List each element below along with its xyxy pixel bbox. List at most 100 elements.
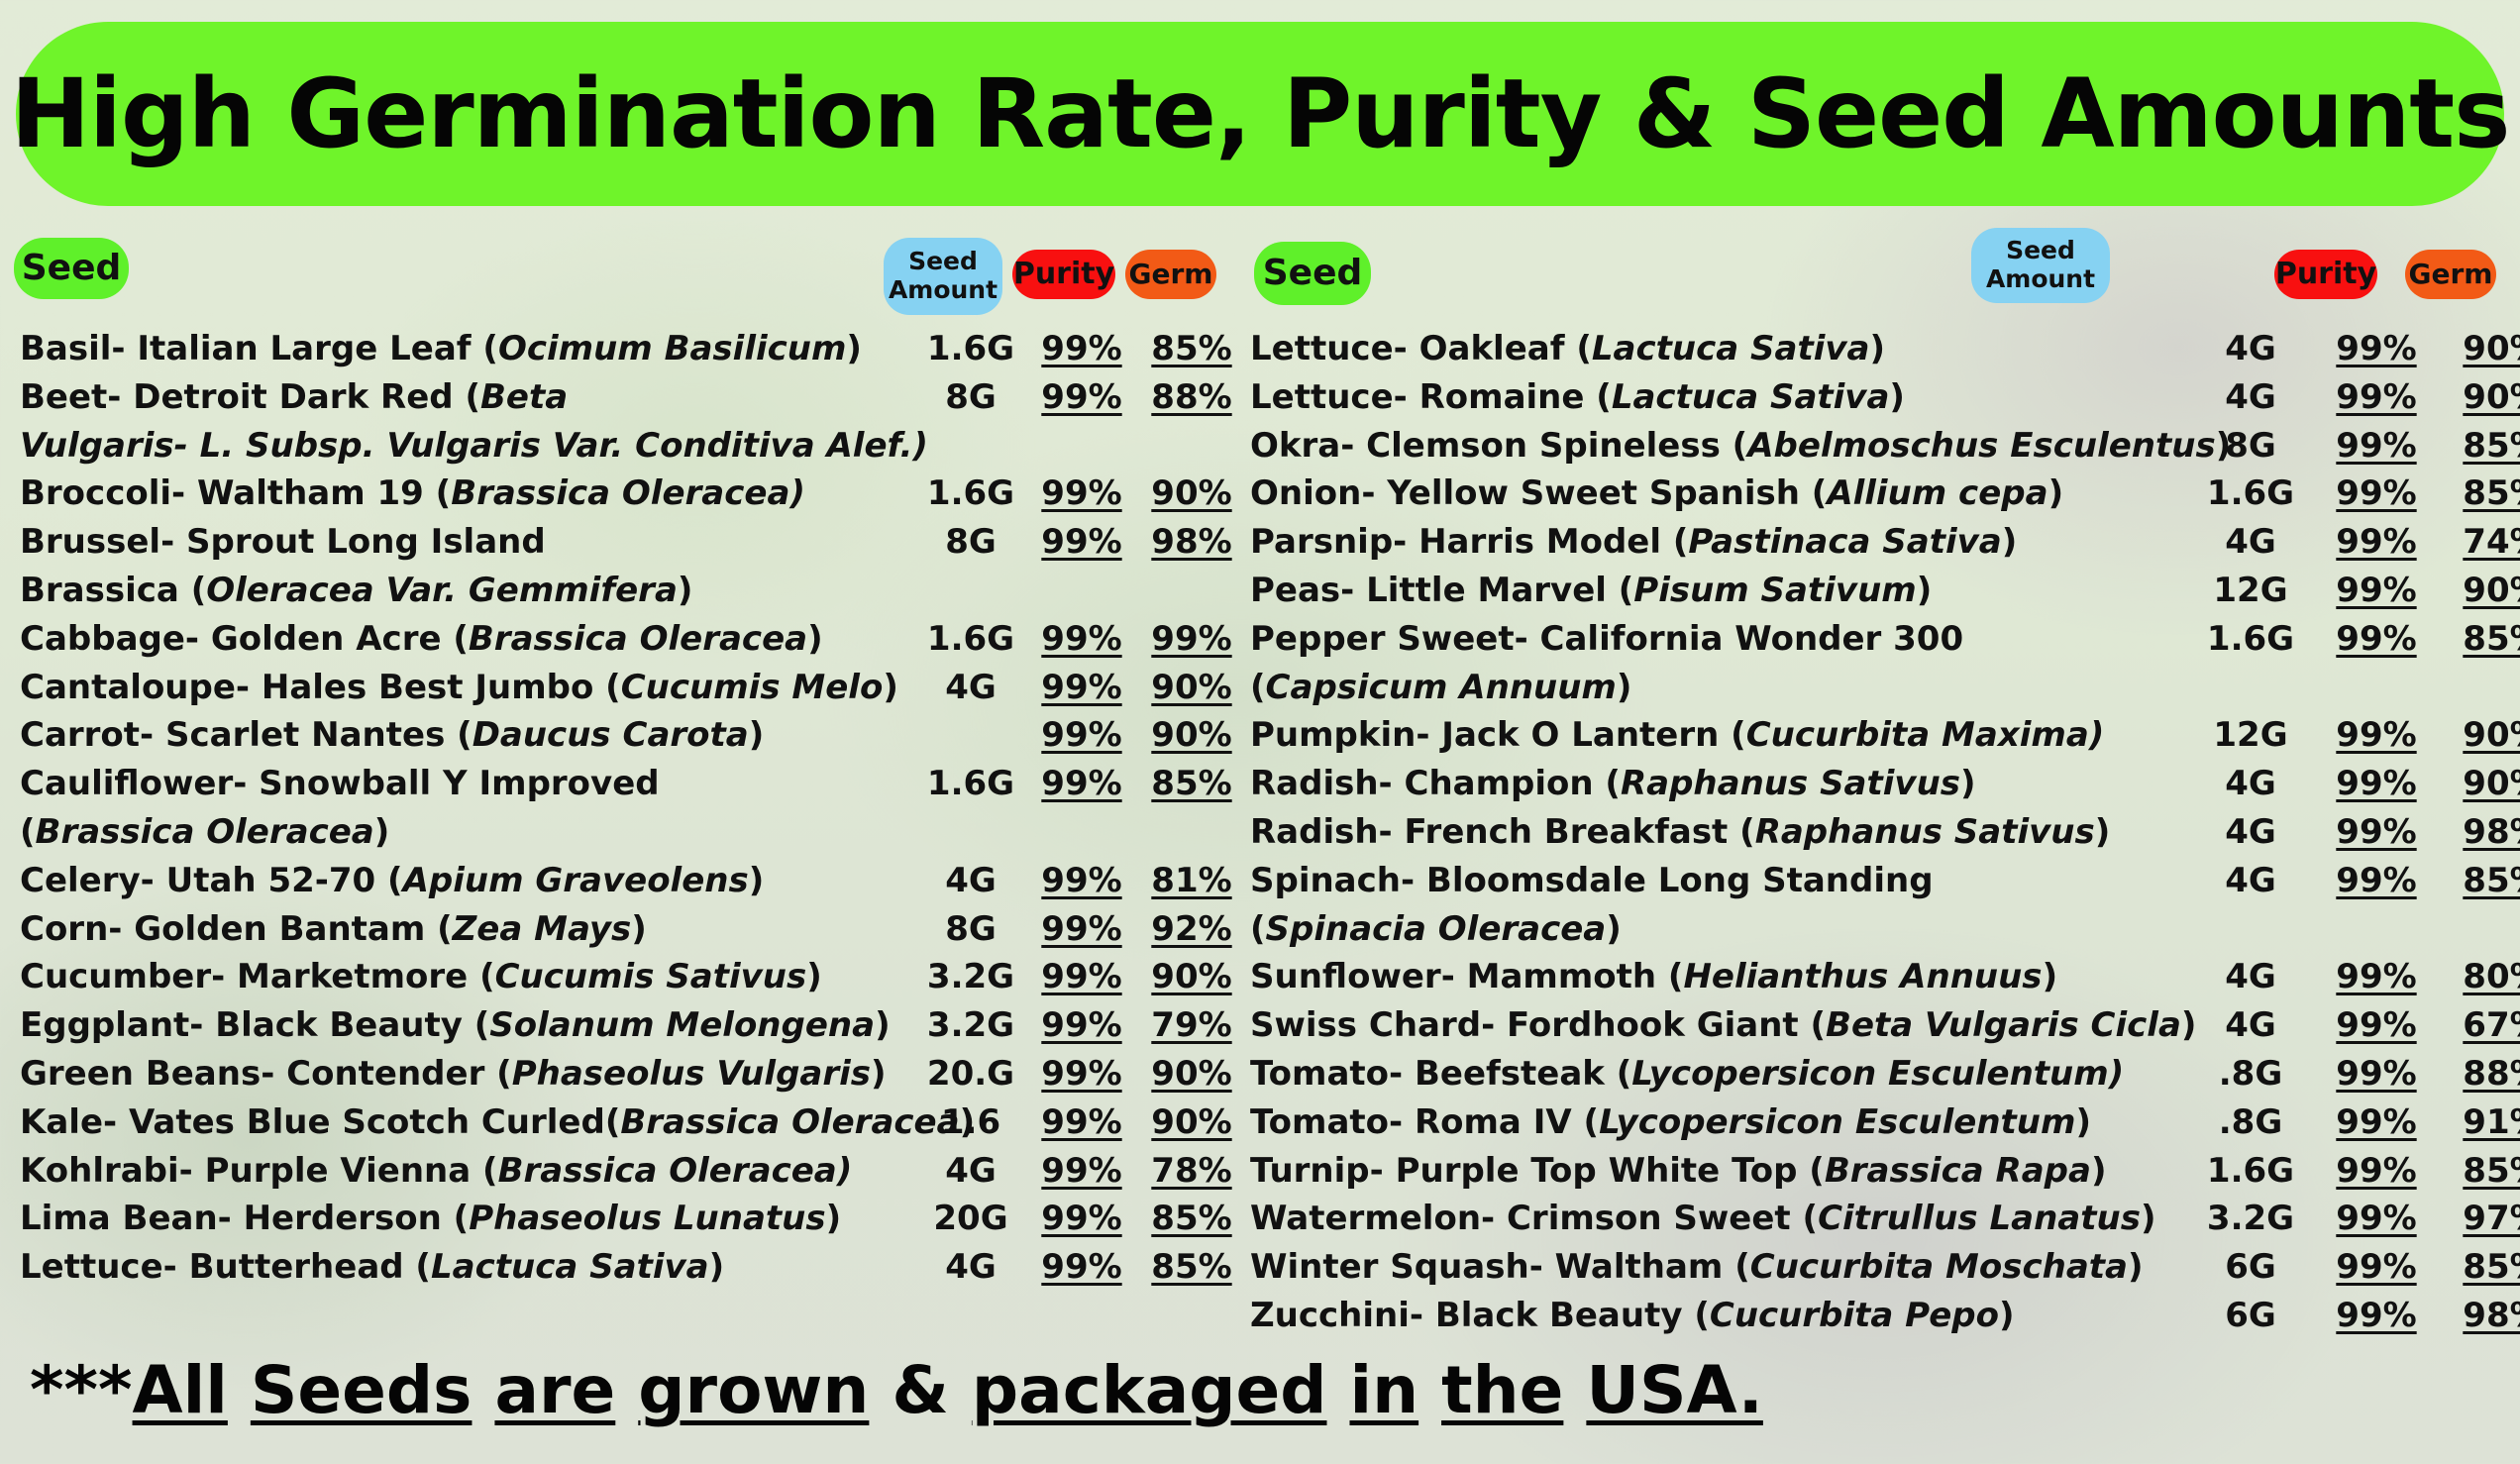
common-name: ): [1616, 667, 1632, 707]
common-name: ): [846, 329, 862, 368]
purity-value: 99%: [1041, 1247, 1122, 1288]
purity-value: 99%: [1041, 1005, 1122, 1046]
seed-amount: 3.2G: [926, 1005, 1015, 1046]
germ-value: 90%: [1151, 957, 1232, 997]
common-name: (: [1250, 908, 1266, 949]
common-name: Radish- French Breakfast (: [1250, 812, 1755, 852]
footer-word: [228, 1352, 251, 1428]
footer-word: packaged: [971, 1352, 1327, 1428]
purity-value: 99%: [2336, 571, 2417, 610]
seed-amount: .8G: [2218, 1101, 2283, 1142]
common-name: ): [748, 860, 765, 900]
footer-word: [1418, 1352, 1441, 1428]
seed-name: Broccoli- Waltham 19 (Brassica Oleracea): [20, 470, 805, 517]
seed-amount: 1.6: [940, 1101, 1001, 1142]
seed-amount: 4G: [2225, 1005, 2276, 1046]
seed-name: Pepper Sweet- California Wonder 300: [1250, 615, 1963, 663]
left-seed-table: Basil- Italian Large Leaf (Ocimum Basili…: [20, 325, 1232, 1287]
germ-value: 90%: [2463, 376, 2520, 417]
seed-name: Tomato- Beefsteak (Lycopersicon Esculent…: [1250, 1050, 2124, 1098]
common-name: ): [959, 1101, 976, 1142]
germ-value: 67%: [2463, 1005, 2520, 1046]
scientific-name: Beta Vulgaris Cicla: [1826, 1005, 2181, 1046]
scientific-name: Lactuca Sativa: [1611, 376, 1890, 417]
purity-value: 99%: [1041, 522, 1122, 563]
purity-value: 99%: [1041, 1054, 1122, 1094]
right-seed-table: Lettuce- Oakleaf (Lactuca Sativa) 4G 99% 90…: [1250, 325, 2520, 1335]
germ-value: 99%: [1151, 618, 1232, 659]
common-name: Peas- Little Marvel (: [1250, 571, 1634, 610]
seed-name: Pumpkin- Jack O Lantern (Cucurbita Maxim…: [1250, 711, 2104, 759]
seed-name: Cucumber- Marketmore (Cucumis Sativus): [20, 953, 822, 1000]
common-name: ): [2094, 812, 2111, 852]
germ-value: 90%: [2463, 329, 2520, 368]
seed-name: Winter Squash- Waltham (Cucurbita Moscha…: [1250, 1243, 2144, 1291]
scientific-name: Brassica Oleracea: [468, 618, 808, 659]
seed-amount: 4G: [2225, 522, 2276, 563]
common-name: Turnip- Purple Top White Top (: [1250, 1150, 1825, 1191]
common-name: Kohlrabi- Purple Vienna (: [20, 1150, 498, 1191]
seed-amount: 8G: [2225, 425, 2276, 466]
scientific-name: Lycopersicon Esculentum: [1599, 1101, 2076, 1142]
germ-value: 91%: [2463, 1101, 2520, 1142]
purity-value: 99%: [2336, 812, 2417, 852]
common-name: Beet- Detroit Dark Red (: [20, 376, 480, 417]
purity-value: 99%: [1041, 715, 1122, 756]
common-name: Spinach- Bloomsdale Long Standing: [1250, 860, 1934, 900]
purity-value: 99%: [1041, 1101, 1122, 1142]
scientific-name: Brassica Oleracea: [620, 1101, 960, 1142]
common-name: ): [1960, 764, 1976, 804]
seed-name: Basil- Italian Large Leaf (Ocimum Basili…: [20, 325, 862, 372]
common-name: ): [1606, 908, 1622, 949]
seed-amount: 20.G: [926, 1054, 1015, 1094]
common-name: ): [631, 908, 647, 949]
footer-word: Seeds: [250, 1352, 472, 1428]
seed-amount: 12G: [2213, 715, 2288, 756]
common-name: Parsnip- Harris Model (: [1250, 522, 1689, 563]
germ-value: 90%: [2463, 715, 2520, 756]
purity-value: 99%: [2336, 1150, 2417, 1191]
purity-value: 99%: [1041, 1150, 1122, 1191]
purity-value: 99%: [1041, 957, 1122, 997]
scientific-name: Citrullus Lanatus: [1818, 1199, 2141, 1239]
germ-value: 98%: [2463, 1296, 2520, 1335]
common-name: Basil- Italian Large Leaf (: [20, 329, 498, 368]
scientific-name: Brassica Oleracea): [497, 1150, 853, 1191]
seed-name: Celery- Utah 52-70 (Apium Graveolens): [20, 857, 764, 904]
seed-amount: 8G: [945, 908, 997, 949]
purity-value: 99%: [2336, 425, 2417, 466]
seed-amount: 4G: [2225, 860, 2276, 900]
germ-value: 85%: [2463, 1150, 2520, 1191]
germ-value: 79%: [1151, 1005, 1232, 1046]
purity-value: 99%: [1041, 764, 1122, 804]
purity-header-right: Purity: [2274, 250, 2377, 299]
scientific-name: Zea Mays: [452, 908, 632, 949]
footer-word: grown: [638, 1352, 870, 1428]
footer-word: [1327, 1352, 1350, 1428]
seed-name: Onion- Yellow Sweet Spanish (Allium cepa…: [1250, 470, 2063, 517]
scientific-name: Cucurbita Pepo: [1709, 1296, 1999, 1335]
seed-amount: 3.2G: [926, 957, 1015, 997]
footer-word: are: [494, 1352, 616, 1428]
germ-value: 85%: [1151, 1247, 1232, 1288]
footer-prefix: ***: [30, 1352, 133, 1428]
seed-amount: 4G: [2225, 812, 2276, 852]
germ-value: 90%: [1151, 473, 1232, 514]
purity-value: 99%: [2336, 1005, 2417, 1046]
germ-value: 81%: [1151, 860, 1232, 900]
scientific-name: Spinacia Oleracea: [1265, 908, 1607, 949]
seed-name: Beet- Detroit Dark Red (Beta: [20, 373, 568, 421]
scientific-name: Lactuca Sativa: [1591, 329, 1870, 368]
footer-word: All: [132, 1352, 228, 1428]
purity-value: 99%: [1041, 860, 1122, 900]
germ-value: 85%: [1151, 329, 1232, 368]
purity-value: 99%: [2336, 1247, 2417, 1288]
germ-value: 85%: [1151, 1199, 1232, 1239]
seed-amount: .8G: [2218, 1054, 2283, 1094]
seed-name: Watermelon- Crimson Sweet (Citrullus Lan…: [1250, 1195, 2155, 1242]
germ-value: 90%: [2463, 764, 2520, 804]
common-name: ): [677, 571, 693, 610]
common-name: Brussel- Sprout Long Island: [20, 522, 546, 563]
seed-name: Turnip- Purple Top White Top (Brassica R…: [1250, 1147, 2106, 1195]
seed-name: Radish- Champion (Raphanus Sativus): [1250, 760, 1976, 807]
